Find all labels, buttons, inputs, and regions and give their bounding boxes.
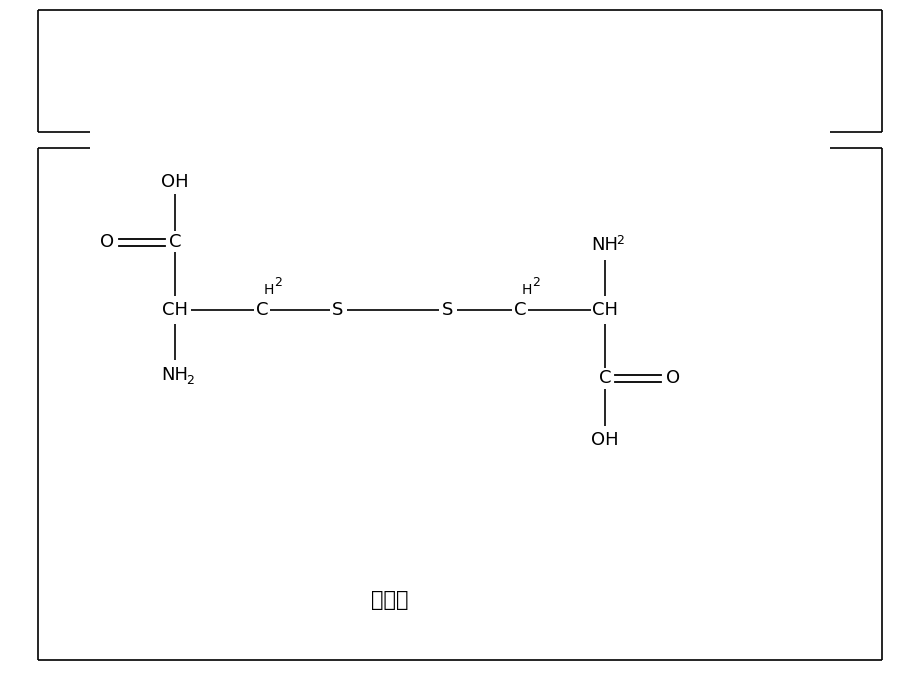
- Text: C: C: [168, 233, 181, 251]
- Text: OH: OH: [161, 173, 188, 191]
- Text: C: C: [255, 301, 268, 319]
- Text: S: S: [442, 301, 453, 319]
- Text: 2: 2: [186, 373, 194, 386]
- Text: NH: NH: [591, 236, 618, 254]
- Text: CH: CH: [162, 301, 187, 319]
- Text: CH: CH: [591, 301, 618, 319]
- Text: 2: 2: [531, 275, 539, 288]
- Text: O: O: [665, 369, 679, 387]
- Text: NH: NH: [162, 366, 188, 384]
- Text: 2: 2: [274, 275, 281, 288]
- Text: 胱氨酸: 胱氨酸: [371, 590, 408, 610]
- Text: H: H: [264, 283, 274, 297]
- Text: O: O: [100, 233, 114, 251]
- Text: C: C: [598, 369, 610, 387]
- Text: 2: 2: [616, 233, 623, 246]
- Text: C: C: [513, 301, 526, 319]
- Text: H: H: [521, 283, 532, 297]
- Text: S: S: [332, 301, 344, 319]
- Text: OH: OH: [591, 431, 618, 449]
